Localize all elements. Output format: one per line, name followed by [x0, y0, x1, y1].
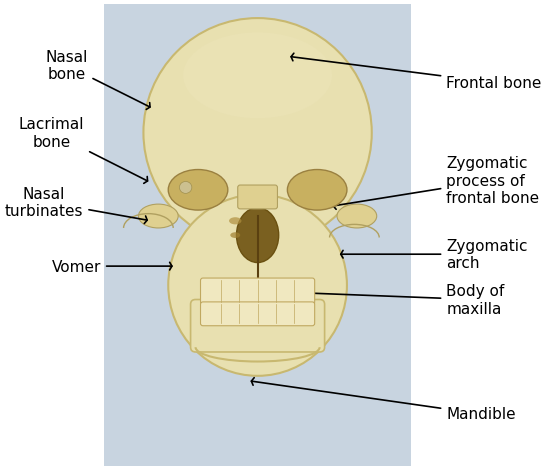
Ellipse shape: [288, 170, 347, 211]
Text: Mandible: Mandible: [251, 378, 516, 422]
Text: Zygomatic
arch: Zygomatic arch: [341, 238, 527, 271]
FancyBboxPatch shape: [201, 278, 315, 305]
Text: Lacrimal
bone: Lacrimal bone: [19, 117, 147, 184]
FancyBboxPatch shape: [104, 5, 411, 466]
FancyBboxPatch shape: [191, 300, 324, 352]
Ellipse shape: [183, 33, 332, 119]
FancyBboxPatch shape: [238, 186, 277, 209]
Ellipse shape: [139, 205, 178, 228]
Ellipse shape: [337, 205, 377, 228]
Text: Body of
maxilla: Body of maxilla: [294, 284, 504, 316]
Ellipse shape: [144, 19, 372, 248]
Text: Nasal
turbinates: Nasal turbinates: [5, 186, 147, 224]
Text: Frontal bone: Frontal bone: [291, 54, 542, 91]
Ellipse shape: [229, 218, 241, 225]
Ellipse shape: [168, 195, 347, 376]
FancyBboxPatch shape: [201, 302, 315, 326]
Ellipse shape: [179, 182, 192, 194]
Text: Vomer: Vomer: [52, 259, 172, 274]
Text: Nasal
bone: Nasal bone: [45, 50, 150, 110]
Ellipse shape: [236, 208, 279, 263]
Ellipse shape: [168, 170, 228, 211]
Text: Zygomatic
process of
frontal bone: Zygomatic process of frontal bone: [333, 156, 540, 210]
Ellipse shape: [230, 233, 240, 238]
